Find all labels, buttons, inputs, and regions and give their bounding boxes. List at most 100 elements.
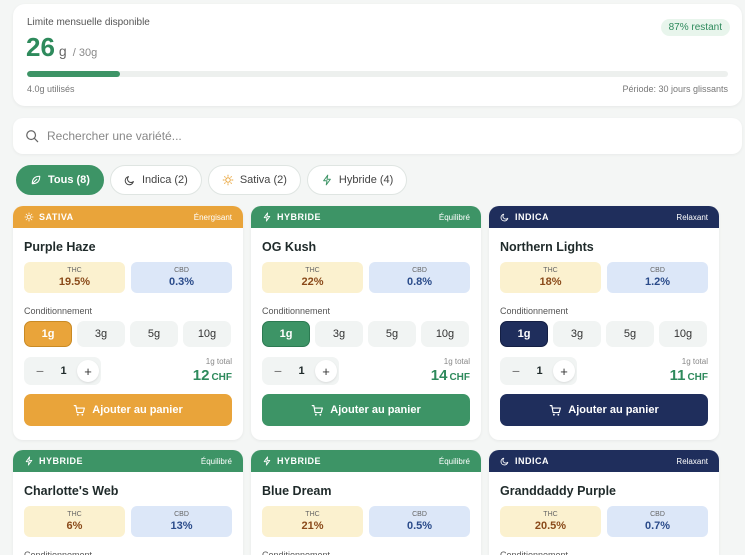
packaging-label: Conditionnement <box>262 550 331 555</box>
price-note: 1g total <box>681 357 708 366</box>
moon-icon <box>500 457 509 466</box>
card-effect-label: Équilibré <box>438 212 470 222</box>
packaging-label: Conditionnement <box>262 306 331 316</box>
limit-period-text: Période: 30 jours glissants <box>622 84 728 94</box>
thc-value: 18% <box>539 276 562 288</box>
sun-icon <box>24 212 34 222</box>
size-option-1g[interactable]: 1g <box>24 321 72 347</box>
cbd-box: CBD 0.5% <box>369 506 470 537</box>
strain-name: Northern Lights <box>500 240 594 254</box>
add-to-cart-label: Ajouter au panier <box>568 404 659 416</box>
limit-title: Limite mensuelle disponible <box>27 17 150 28</box>
size-option-1g[interactable]: 1g <box>500 321 548 347</box>
packaging-label: Conditionnement <box>500 306 569 316</box>
card-type-label: HYBRIDE <box>277 456 322 466</box>
cannabinoid-levels: THC 18% CBD 1.2% <box>500 262 708 293</box>
plus-icon[interactable]: + <box>77 360 99 382</box>
add-to-cart-button[interactable]: Ajouter au panier <box>24 394 232 426</box>
add-to-cart-label: Ajouter au panier <box>92 404 183 416</box>
size-option-3g[interactable]: 3g <box>553 321 601 347</box>
search-input[interactable] <box>47 129 647 143</box>
minus-icon[interactable]: − <box>273 363 283 379</box>
size-option-5g[interactable]: 5g <box>606 321 654 347</box>
cbd-box: CBD 13% <box>131 506 232 537</box>
add-to-cart-button[interactable]: Ajouter au panier <box>500 394 708 426</box>
cbd-value: 0.3% <box>168 276 195 288</box>
cannabinoid-levels: THC 6% CBD 13% <box>24 506 232 537</box>
limit-remaining-value: 26 <box>26 32 55 62</box>
card-type-label: SATIVA <box>39 212 74 222</box>
search-icon <box>26 130 39 143</box>
price-currency: CHF <box>687 372 708 383</box>
lightning-icon <box>25 456 33 466</box>
sun-icon <box>222 174 234 186</box>
quantity-stepper: − 1 + <box>24 357 101 385</box>
minus-icon[interactable]: − <box>511 363 521 379</box>
lightning-icon <box>323 174 331 186</box>
moon-icon <box>124 176 134 186</box>
moon-icon <box>500 213 509 222</box>
strain-name: Charlotte's Web <box>24 484 119 498</box>
cbd-value: 1.2% <box>644 276 671 288</box>
size-option-3g[interactable]: 3g <box>315 321 363 347</box>
cbd-box: CBD 0.3% <box>131 262 232 293</box>
cbd-value: 0.7% <box>644 520 671 532</box>
size-option-10g[interactable]: 10g <box>421 321 469 347</box>
filter-indica[interactable]: Indica (2) <box>109 165 202 195</box>
packaging-label: Conditionnement <box>24 550 93 555</box>
thc-box: THC 21% <box>262 506 363 537</box>
add-to-cart-button[interactable]: Ajouter au panier <box>262 394 470 426</box>
monthly-limit-card: Limite mensuelle disponible 26 g / 30g 8… <box>13 4 742 106</box>
cbd-value: 0.5% <box>406 520 433 532</box>
cannabinoid-levels: THC 21% CBD 0.5% <box>262 506 470 537</box>
limit-max: / 30g <box>72 47 98 59</box>
cart-icon <box>73 404 86 416</box>
size-selector: 1g 3g 5g 10g <box>24 321 232 347</box>
lightning-icon <box>263 456 271 466</box>
thc-value: 21% <box>301 520 324 532</box>
size-option-5g[interactable]: 5g <box>368 321 416 347</box>
packaging-label: Conditionnement <box>24 306 93 316</box>
card-effect-label: Relaxant <box>676 456 708 466</box>
search-bar[interactable] <box>13 118 742 154</box>
leaf-icon <box>31 175 41 185</box>
filter-all[interactable]: Tous (8) <box>16 165 104 195</box>
cart-icon <box>549 404 562 416</box>
thc-value: 19.5% <box>58 276 91 288</box>
card-header: HYBRIDE Équilibré <box>251 450 481 472</box>
price-block: 1g total 12 CHF <box>193 357 232 385</box>
minus-icon[interactable]: − <box>35 363 45 379</box>
price-currency: CHF <box>449 372 470 383</box>
cbd-box: CBD 1.2% <box>607 262 708 293</box>
plus-icon[interactable]: + <box>315 360 337 382</box>
cbd-box: CBD 0.7% <box>607 506 708 537</box>
size-option-10g[interactable]: 10g <box>183 321 231 347</box>
quantity-stepper: − 1 + <box>262 357 339 385</box>
price-value: 11 <box>669 367 686 384</box>
add-to-cart-label: Ajouter au panier <box>330 404 421 416</box>
lightning-icon <box>263 212 271 222</box>
size-option-5g[interactable]: 5g <box>130 321 178 347</box>
card-type-label: HYBRIDE <box>277 212 322 222</box>
cannabinoid-levels: THC 22% CBD 0.8% <box>262 262 470 293</box>
product-card-charlottes-web: HYBRIDE Équilibré Charlotte's Web THC 6% … <box>13 450 243 555</box>
filter-hybride-label: Hybride (4) <box>338 174 394 186</box>
filter-sativa[interactable]: Sativa (2) <box>207 165 301 195</box>
plus-icon[interactable]: + <box>553 360 575 382</box>
card-header: SATIVA Énergisant <box>13 206 243 228</box>
price-note: 1g total <box>205 357 232 366</box>
product-card-northern-lights: INDICA Relaxant Northern Lights THC 18% C… <box>489 206 719 440</box>
thc-box: THC 6% <box>24 506 125 537</box>
size-option-3g[interactable]: 3g <box>77 321 125 347</box>
filter-sativa-label: Sativa (2) <box>239 174 287 186</box>
limit-progress-bar <box>27 71 728 77</box>
size-option-1g[interactable]: 1g <box>262 321 310 347</box>
filter-hybride[interactable]: Hybride (4) <box>306 165 408 195</box>
card-effect-label: Énergisant <box>193 212 232 222</box>
price-note: 1g total <box>443 357 470 366</box>
cannabinoid-levels: THC 19.5% CBD 0.3% <box>24 262 232 293</box>
product-card-granddaddy-purple: INDICA Relaxant Granddaddy Purple THC 20.… <box>489 450 719 555</box>
card-type-label: HYBRIDE <box>39 456 84 466</box>
size-option-10g[interactable]: 10g <box>659 321 707 347</box>
filter-all-label: Tous (8) <box>48 174 90 186</box>
